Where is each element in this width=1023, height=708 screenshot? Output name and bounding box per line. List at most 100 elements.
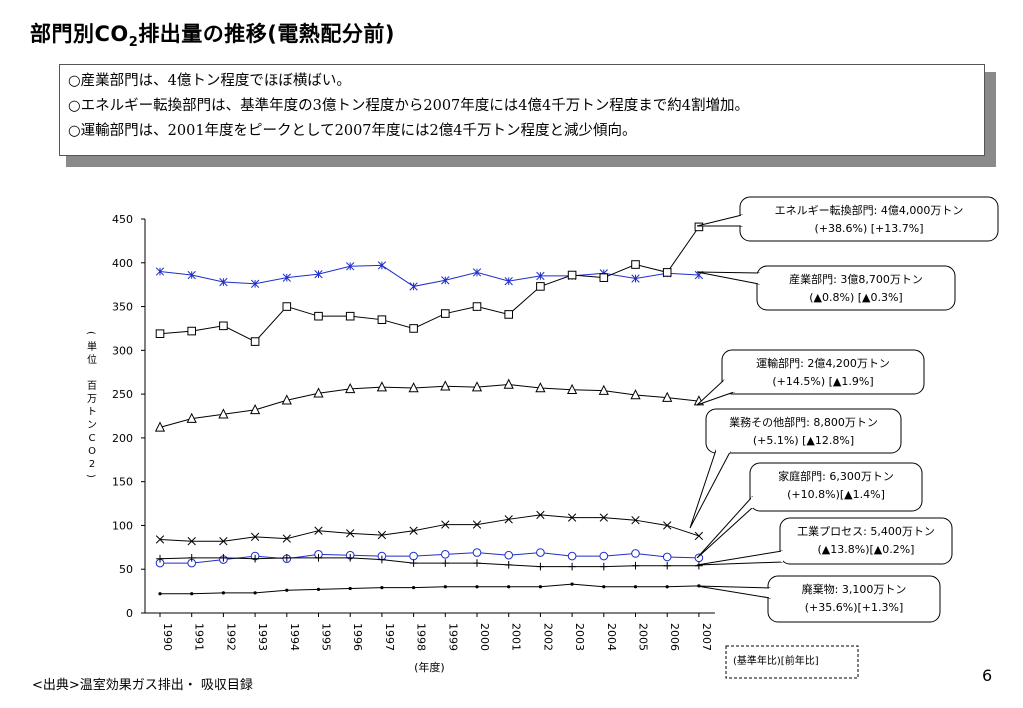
data-point (314, 270, 323, 279)
data-point (663, 521, 672, 530)
callout-box (749, 462, 923, 512)
data-point (602, 585, 606, 589)
callout-pointer (689, 449, 731, 529)
y-tick-label: 350 (112, 301, 133, 314)
data-point (567, 551, 577, 561)
series-line (159, 383, 699, 428)
y-axis-title-char: ト (87, 407, 97, 418)
callout-change: (▲0.8%) [▲0.3%] (809, 291, 902, 304)
data-point (158, 592, 162, 596)
x-tick-label: 1995 (320, 623, 333, 651)
data-point (221, 591, 225, 595)
x-axis-title: (年度) (414, 660, 445, 674)
data-point (186, 412, 197, 423)
data-point (219, 537, 228, 546)
data-point (441, 559, 450, 567)
data-point (249, 403, 261, 415)
legend-note: (基準年比)[前年比] (733, 654, 819, 667)
data-point (156, 554, 164, 563)
data-point (599, 513, 608, 522)
y-tick-label: 50 (119, 563, 133, 576)
data-point (538, 585, 543, 589)
y-tick-label: 400 (112, 257, 133, 270)
summary-line: ○エネルギー転換部門は、基準年度の3億トン程度から2007年度には4億4千万トン… (68, 98, 749, 114)
data-point (475, 585, 479, 589)
x-tick-label: 1998 (415, 623, 428, 651)
y-axis-title-char: 位 (87, 353, 97, 366)
data-point (504, 561, 513, 569)
data-point (283, 554, 291, 562)
data-point (314, 311, 323, 321)
data-point (187, 326, 196, 336)
x-tick-label: 1992 (224, 623, 237, 651)
callout-pointer (696, 214, 743, 227)
data-point (441, 276, 450, 285)
data-point (694, 553, 704, 563)
data-point (503, 378, 514, 389)
callout-change: (+35.6%)[+1.3%] (805, 601, 904, 614)
data-point (633, 585, 638, 589)
data-point (471, 381, 483, 392)
data-point (250, 279, 260, 288)
data-point (662, 552, 672, 562)
callout-box (756, 265, 956, 311)
page-title: 部門別CO2排出量の推移(電熱配分前) (30, 22, 396, 51)
data-point (380, 586, 384, 590)
data-point (567, 270, 577, 280)
series-line (159, 557, 699, 568)
data-point (155, 329, 165, 338)
data-point (630, 389, 641, 400)
y-tick-label: 200 (112, 432, 133, 445)
data-point (376, 381, 388, 392)
callout-title: 運輸部門: 2億4,200万トン (756, 356, 890, 370)
data-point (472, 268, 482, 277)
data-point (570, 582, 574, 586)
data-point (282, 534, 291, 543)
callout-box (721, 349, 925, 395)
series-line (159, 264, 699, 287)
data-point (566, 383, 578, 395)
data-point (504, 310, 513, 319)
y-tick-label: 450 (112, 213, 133, 226)
data-point (378, 555, 386, 564)
x-tick-label: 2007 (700, 623, 713, 651)
series-line (160, 583, 699, 595)
data-point (250, 337, 260, 346)
data-point (663, 561, 671, 570)
y-axis-title-char: C (89, 433, 96, 444)
callout-pointer (696, 271, 760, 285)
data-point (695, 561, 703, 570)
y-tick-label: 150 (112, 476, 133, 489)
y-tick-label: 250 (112, 388, 133, 401)
data-point (631, 260, 640, 269)
data-point (600, 562, 608, 571)
data-point (282, 302, 292, 311)
callout-pointer (696, 495, 753, 559)
callout-box (779, 517, 953, 565)
data-point (219, 321, 228, 331)
data-point (155, 535, 165, 544)
data-point (218, 408, 229, 419)
callout-title: 産業部門: 3億8,700万トン (789, 272, 923, 286)
data-point (187, 537, 196, 546)
y-axis-title-char: ( (85, 331, 96, 335)
data-point (440, 380, 451, 391)
data-point (346, 554, 354, 562)
series-line (159, 226, 700, 343)
data-point (567, 513, 577, 522)
data-point (187, 270, 196, 280)
data-point (409, 526, 418, 535)
callout-title: 工業プロセス: 5,400万トン (797, 525, 935, 538)
data-point (662, 268, 672, 277)
page-number: 6 (982, 666, 993, 685)
data-point (599, 551, 609, 561)
data-point (536, 562, 545, 571)
x-tick-label: 1996 (351, 623, 364, 651)
data-point (154, 421, 166, 432)
data-point (377, 261, 387, 270)
callout-change: (▲13.8%)[▲0.2%] (818, 543, 915, 556)
callout-box (767, 575, 941, 623)
data-point (441, 309, 450, 318)
y-axis-title-char: ン (87, 420, 97, 431)
